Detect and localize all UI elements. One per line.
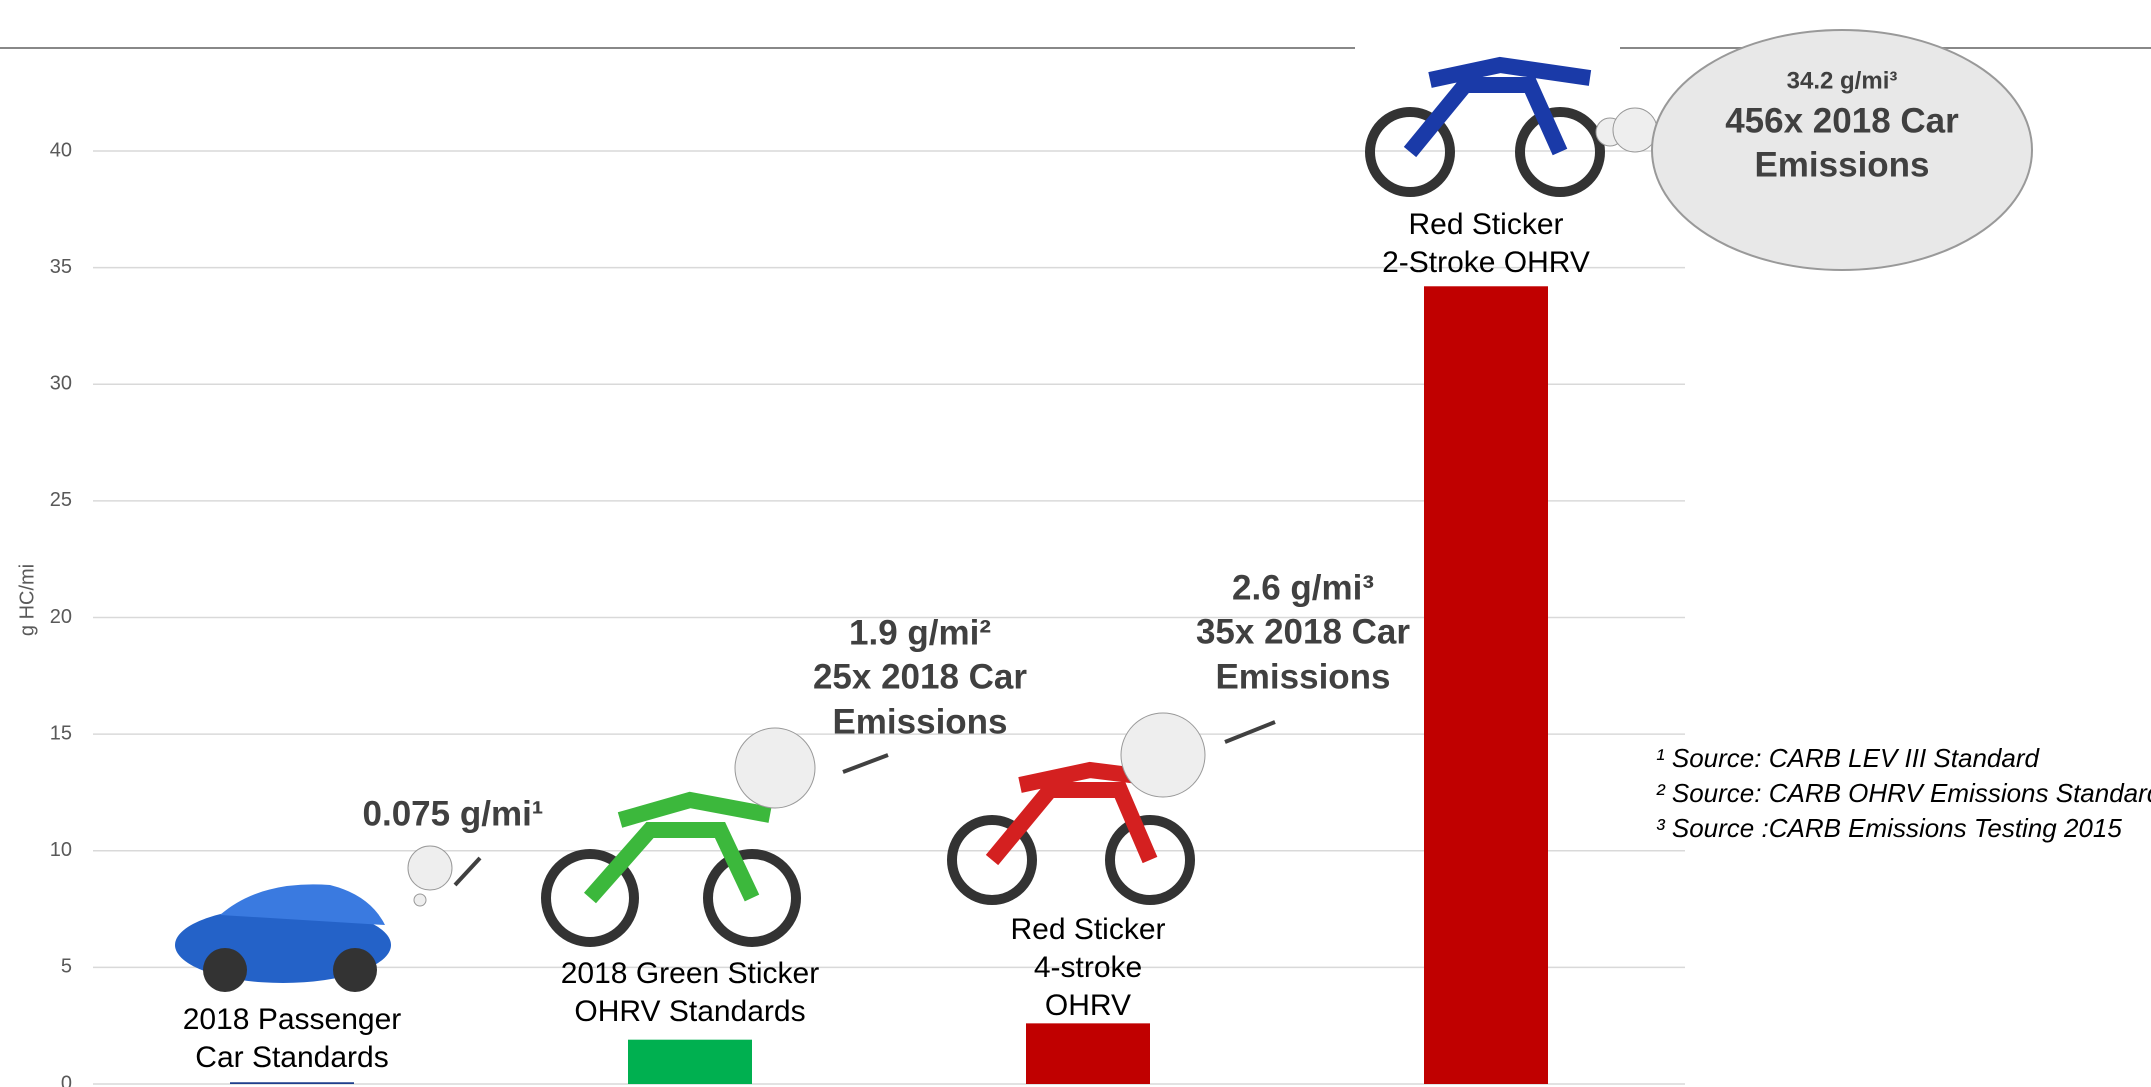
bike-image (1515, 107, 1605, 197)
y-tick-label: 20 (50, 606, 72, 628)
y-tick-label: 0 (61, 1072, 72, 1087)
x-category-label: 4-stroke (1034, 951, 1142, 984)
y-tick-label: 40 (50, 139, 72, 161)
value-label: 2.6 g/mi³ (1232, 568, 1374, 607)
x-category-label: Car Standards (195, 1041, 388, 1074)
cloud (413, 893, 427, 907)
car-image (220, 884, 385, 925)
x-category-label: 2018 Passenger (183, 1003, 402, 1036)
bike-image (1403, 56, 1592, 158)
arrow (842, 753, 889, 774)
bike-image (947, 815, 1037, 905)
bike-image (703, 849, 801, 947)
bike-image (584, 791, 772, 904)
arrow (1224, 720, 1276, 744)
comparison-label: Emissions (1215, 657, 1390, 696)
comparison-label: 456x 2018 Car (1725, 101, 1959, 140)
x-category-label: 2018 Green Sticker (561, 957, 819, 990)
bar (1424, 286, 1548, 1084)
comparison-label: 35x 2018 Car (1196, 612, 1410, 651)
value-label: 34.2 g/mi³ (1787, 67, 1898, 94)
comparison-label: Emissions (1754, 145, 1929, 184)
footnote: ³ Source :CARB Emissions Testing 2015 (1656, 813, 2122, 843)
value-label: 0.075 g/mi¹ (363, 794, 544, 833)
y-tick-label: 10 (50, 839, 72, 861)
x-category-label: OHRV Standards (574, 995, 805, 1028)
x-category-label: OHRV (1045, 989, 1131, 1022)
y-tick-label: 25 (50, 489, 72, 511)
illustrations (175, 29, 2033, 992)
bike-image (1365, 107, 1455, 197)
car-image (333, 948, 377, 992)
cloud (1651, 29, 2033, 271)
value-label: 1.9 g/mi² (849, 613, 991, 652)
footnote: ² Source: CARB OHRV Emissions Standard (1656, 778, 2151, 808)
comparison-label: Emissions (832, 702, 1007, 741)
cloud (1120, 712, 1206, 798)
x-category-label: Red Sticker (1010, 913, 1165, 946)
y-tick-label: 35 (50, 256, 72, 278)
bike-image (541, 849, 639, 947)
car-image (203, 948, 247, 992)
comparison-label: 25x 2018 Car (813, 657, 1027, 696)
cloud (1612, 107, 1658, 153)
x-category-label: 2-Stroke OHRV (1382, 246, 1590, 279)
y-tick-label: 5 (61, 956, 72, 978)
arrow (453, 856, 482, 887)
bike-image (1105, 815, 1195, 905)
y-tick-label: 30 (50, 373, 72, 395)
y-axis-label: g HC/mi (16, 564, 38, 636)
cloud (734, 727, 816, 809)
bar (230, 1082, 354, 1084)
cloud (407, 845, 453, 891)
bar (1026, 1023, 1150, 1084)
footnote: ¹ Source: CARB LEV III Standard (1656, 743, 2040, 773)
y-tick-label: 15 (50, 722, 72, 744)
bar (628, 1039, 752, 1084)
x-category-label: Red Sticker (1408, 208, 1563, 241)
